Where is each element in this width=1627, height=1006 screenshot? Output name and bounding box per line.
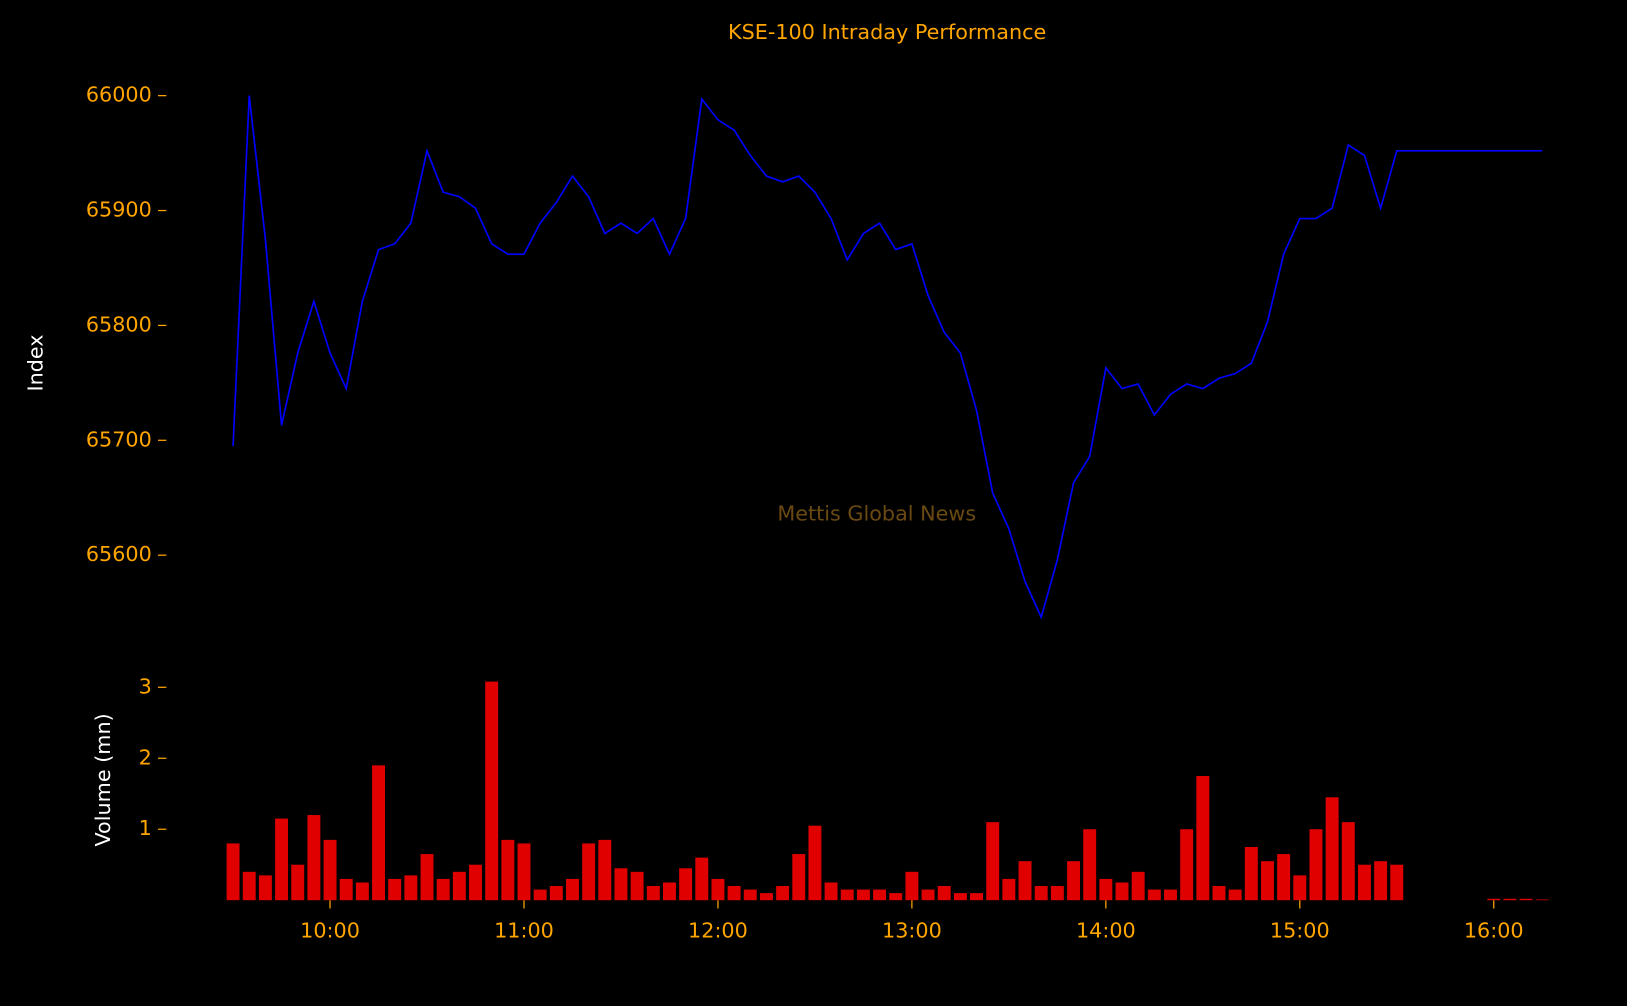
volume-bar [970,893,984,901]
volume-bar [582,843,596,901]
volume-bar [517,843,531,901]
volume-bar [1083,829,1097,901]
volume-bar [1147,889,1161,901]
x-tick-label: 11:00 [494,918,554,942]
volume-bar [1212,886,1226,901]
volume-bar [598,839,612,901]
volume-bar [695,857,709,901]
volume-bar [307,815,321,901]
volume-bar [1503,898,1517,901]
volume-bar [1390,864,1404,901]
volume-bar [630,871,644,901]
y-tick-label: 1 [139,816,152,840]
y-axis-label: Volume (mn) [91,713,115,846]
volume-bar [275,818,289,901]
watermark: Mettis Global News [777,501,976,525]
volume-bar [242,871,256,901]
index-line [232,95,1543,620]
volume-bar [1099,878,1113,901]
y-tick-label: 66000 [86,83,152,107]
volume-bar [937,886,951,901]
volume-bar [323,839,337,901]
x-tick-label: 10:00 [300,918,360,942]
volume-bar [1261,861,1274,901]
volume-bar [1293,875,1307,901]
volume-bar [856,889,870,901]
x-tick-label: 14:00 [1076,918,1136,942]
y-axis-label: Index [24,334,48,391]
volume-bar [566,878,579,901]
volume-bar [404,875,418,901]
volume-bar [1180,829,1194,901]
volume-bar [1277,854,1291,901]
volume-bar [1131,871,1145,901]
volume-bar [776,886,790,901]
y-tick-label: 65900 [86,198,152,222]
volume-bar [226,843,240,901]
volume-bar [614,868,628,901]
volume-bar [1341,822,1355,901]
volume-bar [727,886,741,901]
volume-bar [662,882,676,901]
volume-bar [824,882,838,901]
x-tick-label: 15:00 [1270,918,1330,942]
volume-bar [452,871,466,901]
volume-bar [986,822,1000,901]
volume-bar [759,893,773,901]
volume-bar [436,878,450,901]
volume-bar [873,889,887,901]
volume-bar [1196,776,1210,901]
volume-bar [711,878,725,901]
volume-bar [743,889,757,901]
volume-bar [953,893,967,901]
volume-bar [1309,829,1323,901]
volume-bar [291,864,305,901]
volume-bar [1002,878,1016,901]
volume-bar [808,825,822,901]
volume-bar [1325,797,1339,901]
volume-bar [258,875,272,901]
x-tick-label: 12:00 [688,918,748,942]
volume-bar [1357,864,1371,901]
y-tick-label: 65700 [86,427,152,451]
volume-bar [921,889,935,901]
volume-bar [469,864,482,901]
volume-bar [840,889,854,901]
volume-bar [905,871,919,901]
volume-bar [1519,898,1533,901]
volume-bar [1374,861,1388,901]
volume-bar [646,886,660,901]
volume-bar [1164,889,1177,901]
volume-bar [679,868,693,901]
chart-title: KSE-100 Intraday Performance [728,20,1046,44]
volume-bar [1034,886,1048,901]
volume-bar [420,854,434,901]
y-tick-label: 65600 [86,542,152,566]
volume-bar [889,893,903,901]
y-tick-label: 3 [139,674,152,698]
x-tick-label: 16:00 [1464,918,1524,942]
volume-bar [1228,889,1242,901]
volume-bar [501,839,515,901]
volume-bar [533,889,547,901]
volume-bar [372,765,385,901]
volume-bar [1018,861,1032,901]
y-tick-label: 2 [139,745,152,769]
volume-bar [339,878,353,901]
volume-bar [355,882,369,901]
volume-bar [1487,898,1501,901]
volume-bar [549,886,563,901]
volume-bar [1535,899,1549,901]
volume-bar [792,854,806,901]
volume-bar [1244,846,1258,901]
y-tick-label: 65800 [86,312,152,336]
volume-bar [1067,861,1080,901]
volume-bar [485,681,499,901]
volume-bar [1115,882,1129,901]
volume-bar [388,878,402,901]
x-tick-label: 13:00 [882,918,942,942]
volume-bar [1050,886,1064,901]
